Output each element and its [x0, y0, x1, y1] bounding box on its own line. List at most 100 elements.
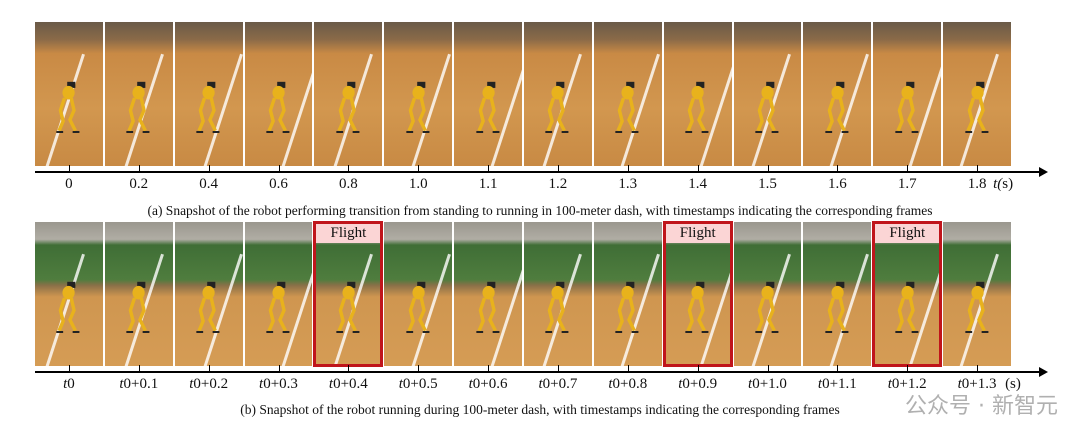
- video-frame: [314, 222, 383, 366]
- tick-label: t0+0.3: [259, 376, 298, 392]
- video-frame: [593, 222, 662, 366]
- axis-tick: [977, 365, 979, 371]
- axis-tick: [557, 165, 559, 171]
- axis-tick: [418, 365, 420, 371]
- robot-image: [55, 268, 82, 347]
- axis-unit-label: (s): [1005, 376, 1021, 392]
- video-frame: [35, 22, 103, 166]
- robot-image: [265, 268, 292, 347]
- robot-image: [824, 68, 851, 147]
- tick-label: t0+1.3: [957, 376, 997, 392]
- axis-tick: [278, 165, 280, 171]
- tick-label: 1.1: [478, 176, 498, 192]
- axis-tick: [68, 365, 70, 371]
- video-frame: [524, 222, 592, 366]
- flight-highlight-box: Flight: [662, 221, 733, 367]
- tick-label: t0+0.5: [398, 376, 438, 392]
- tick-label: t0: [63, 376, 75, 392]
- axis-tick: [767, 165, 769, 171]
- axis-tick: [837, 365, 839, 371]
- axis-tick: [557, 365, 559, 371]
- video-frame: [803, 222, 872, 366]
- axis-tick: [348, 165, 350, 171]
- robot-image: [125, 268, 152, 347]
- video-frame: [454, 222, 523, 366]
- robot-image: [544, 268, 571, 347]
- tick-label: t0+0.9: [678, 376, 718, 392]
- axis-tick: [977, 165, 979, 171]
- video-frame: [663, 222, 732, 366]
- tick-label: t0+1.0: [748, 376, 787, 392]
- tick-label: t0+0.7: [538, 376, 578, 392]
- robot-image: [125, 68, 152, 147]
- tick-label: 1.8: [967, 176, 987, 192]
- tick-label: t0+1.2: [887, 376, 927, 392]
- tick-label: 1.7: [897, 176, 917, 192]
- video-frame: [733, 22, 802, 166]
- tick-label: 0.6: [269, 176, 288, 192]
- video-frame: [174, 222, 243, 366]
- video-frame: [733, 222, 802, 366]
- watermark: 公众号 · 新智元: [905, 394, 1058, 419]
- tick-label: 1.3: [618, 176, 638, 192]
- axis-tick: [697, 365, 699, 371]
- flight-label: Flight: [665, 224, 730, 243]
- flight-label: Flight: [316, 224, 381, 243]
- robot-image: [335, 68, 362, 147]
- robot-image: [195, 268, 222, 347]
- robot-image: [894, 68, 921, 147]
- robot-image: [964, 68, 991, 147]
- tick-label: 0.4: [199, 176, 219, 192]
- axis-tick: [907, 165, 909, 171]
- axis-tick: [488, 165, 490, 171]
- robot-image: [55, 68, 82, 147]
- flight-highlight-box: Flight: [872, 221, 943, 367]
- axis-tick: [697, 165, 699, 171]
- axis-unit-label: t(s): [993, 176, 1014, 192]
- robot-image: [405, 68, 432, 147]
- video-frame: [104, 22, 173, 166]
- robot-image: [684, 268, 711, 347]
- robot-image: [405, 268, 432, 347]
- tick-label: t0+0.1: [119, 376, 159, 392]
- video-frame: [663, 22, 732, 166]
- tick-label: 1.2: [548, 176, 568, 192]
- tick-label: 1.5: [758, 176, 777, 192]
- video-frame: [873, 22, 942, 166]
- panel-b-time-axis: t0 t0+0.1 t0+0.2 t0+0.3 t0+0.4 t0+0.5 t0+0.6 t0…: [35, 365, 1048, 392]
- axis-tick: [138, 165, 140, 171]
- video-frame: [314, 22, 383, 166]
- tick-label: 0: [65, 176, 73, 192]
- robot-image: [265, 68, 292, 147]
- axis-tick: [488, 365, 490, 371]
- axis-tick: [418, 165, 420, 171]
- robot-image: [614, 68, 641, 147]
- video-frame: [35, 222, 103, 366]
- video-frame: [244, 22, 313, 166]
- video-frame: [943, 222, 1012, 366]
- video-frame: [454, 22, 523, 166]
- video-frame: [384, 22, 453, 166]
- robot-image: [754, 268, 781, 347]
- robot-image: [475, 68, 502, 147]
- tick-label: t0+0.8: [608, 376, 648, 392]
- robot-image: [684, 68, 711, 147]
- robot-image: [335, 268, 362, 347]
- video-frame: [244, 222, 313, 366]
- panel-a-time-axis: 0 0.2 0.4 0.6 0.8 1.0 1.1 1.2 1.3 1.4 1.5 1.6 1.7 1.8…: [35, 165, 1048, 192]
- tick-label: t0+0.2: [189, 376, 229, 392]
- tick-label: t0+0.6: [468, 376, 508, 392]
- robot-image: [195, 68, 222, 147]
- flight-highlight-box: Flight: [313, 221, 384, 367]
- tick-label: 1.4: [688, 176, 708, 192]
- video-frame: [873, 222, 942, 366]
- robot-image: [544, 68, 571, 147]
- robot-image: [614, 268, 641, 347]
- axis-tick: [278, 365, 280, 371]
- tick-label: 1.6: [827, 176, 847, 192]
- video-frame: [174, 22, 243, 166]
- video-frame: [593, 22, 662, 166]
- tick-label: t0+1.1: [817, 376, 857, 392]
- panel-a-caption: (a) Snapshot of the robot performing tra…: [147, 203, 933, 218]
- tick-label: 0.8: [338, 176, 358, 192]
